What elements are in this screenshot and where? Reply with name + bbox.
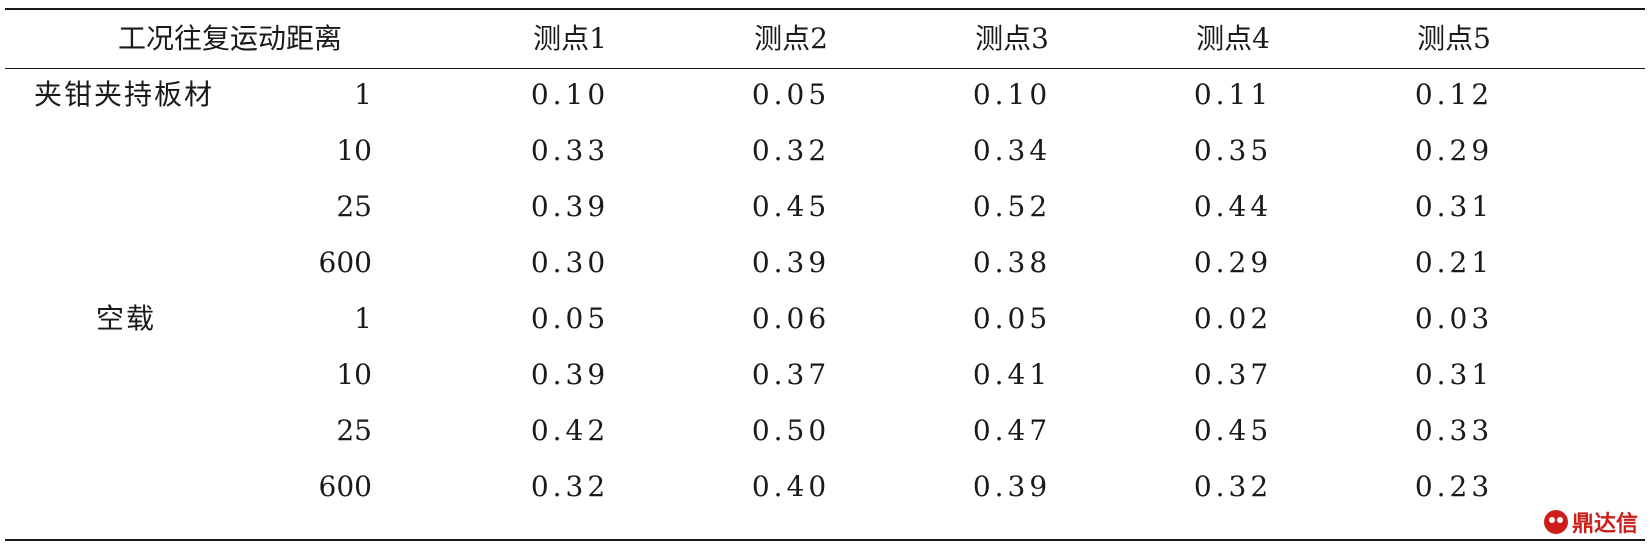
value-cell: 0.39 — [751, 246, 831, 279]
value-cell: 0.37 — [1193, 358, 1273, 391]
table-row: 600 0.30 0.39 0.38 0.29 0.21 — [0, 233, 1650, 292]
table-row: 25 0.42 0.50 0.47 0.45 0.33 — [0, 401, 1650, 460]
table-row: 600 0.32 0.40 0.39 0.32 0.23 — [0, 457, 1650, 516]
table-row: 空载 1 0.05 0.06 0.05 0.02 0.03 — [0, 289, 1650, 348]
distance-cell: 1 — [354, 302, 372, 335]
value-cell: 0.52 — [972, 190, 1052, 223]
value-cell: 0.32 — [751, 134, 831, 167]
value-cell: 0.33 — [1414, 414, 1494, 447]
header-point-5: 测点5 — [1417, 22, 1491, 55]
watermark-logo: 鼎达信 — [1543, 506, 1638, 538]
distance-cell: 10 — [336, 134, 372, 167]
value-cell: 0.37 — [751, 358, 831, 391]
table-row: 25 0.39 0.45 0.52 0.44 0.31 — [0, 177, 1650, 236]
value-cell: 0.06 — [751, 302, 831, 335]
value-cell: 0.10 — [972, 78, 1052, 111]
watermark-text: 鼎达信 — [1571, 512, 1638, 537]
header-point-1: 测点1 — [533, 22, 607, 55]
value-cell: 0.03 — [1414, 302, 1494, 335]
value-cell: 0.42 — [530, 414, 610, 447]
value-cell: 0.47 — [972, 414, 1052, 447]
value-cell: 0.30 — [530, 246, 610, 279]
header-point-3: 测点3 — [975, 22, 1049, 55]
value-cell: 0.39 — [972, 470, 1052, 503]
condition-label: 夹钳夹持板材 — [34, 78, 215, 111]
value-cell: 0.12 — [1414, 78, 1494, 111]
value-cell: 0.05 — [751, 78, 831, 111]
value-cell: 0.31 — [1414, 358, 1494, 391]
distance-cell: 10 — [336, 358, 372, 391]
distance-cell: 600 — [318, 246, 372, 279]
distance-cell: 1 — [354, 78, 372, 111]
value-cell: 0.34 — [972, 134, 1052, 167]
value-cell: 0.05 — [530, 302, 610, 335]
value-cell: 0.29 — [1193, 246, 1273, 279]
table-row: 10 0.33 0.32 0.34 0.35 0.29 — [0, 121, 1650, 180]
table-header-rule — [5, 68, 1645, 69]
header-point-2: 测点2 — [754, 22, 828, 55]
value-cell: 0.31 — [1414, 190, 1494, 223]
value-cell: 0.45 — [1193, 414, 1273, 447]
value-cell: 0.29 — [1414, 134, 1494, 167]
distance-cell: 600 — [318, 470, 372, 503]
value-cell: 0.11 — [1193, 78, 1273, 111]
value-cell: 0.32 — [530, 470, 610, 503]
value-cell: 0.02 — [1193, 302, 1273, 335]
table-row: 夹钳夹持板材 1 0.10 0.05 0.10 0.11 0.12 — [0, 65, 1650, 124]
distance-cell: 25 — [336, 190, 372, 223]
value-cell: 0.32 — [1193, 470, 1273, 503]
value-cell: 0.21 — [1414, 246, 1494, 279]
table-row: 10 0.39 0.37 0.41 0.37 0.31 — [0, 345, 1650, 404]
value-cell: 0.38 — [972, 246, 1052, 279]
value-cell: 0.44 — [1193, 190, 1273, 223]
value-cell: 0.40 — [751, 470, 831, 503]
value-cell: 0.41 — [972, 358, 1052, 391]
logo-face-icon — [1543, 510, 1568, 534]
table-top-rule — [5, 8, 1645, 10]
value-cell: 0.23 — [1414, 470, 1494, 503]
table-bottom-rule — [5, 539, 1645, 541]
value-cell: 0.39 — [530, 190, 610, 223]
distance-cell: 25 — [336, 414, 372, 447]
value-cell: 0.35 — [1193, 134, 1273, 167]
value-cell: 0.45 — [751, 190, 831, 223]
header-condition-distance: 工况往复运动距离 — [118, 22, 343, 55]
value-cell: 0.39 — [530, 358, 610, 391]
value-cell: 0.05 — [972, 302, 1052, 335]
header-point-4: 测点4 — [1196, 22, 1270, 55]
value-cell: 0.50 — [751, 414, 831, 447]
value-cell: 0.33 — [530, 134, 610, 167]
condition-label: 空载 — [96, 302, 157, 335]
value-cell: 0.10 — [530, 78, 610, 111]
